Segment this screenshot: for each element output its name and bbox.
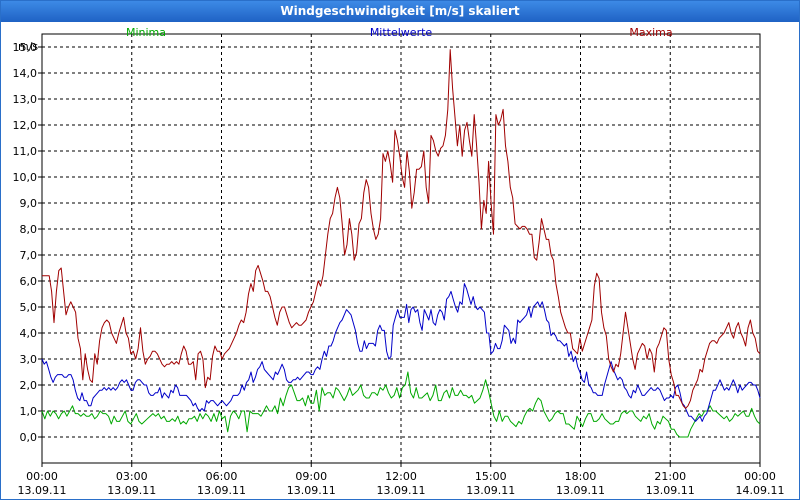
y-tick-label: 6,0 (20, 275, 38, 288)
x-tick-date: 13.09.11 (646, 484, 695, 497)
x-tick-date: 13.09.11 (287, 484, 336, 497)
x-tick-date: 13.09.11 (107, 484, 156, 497)
x-axis: 00:0013.09.1103:0013.09.1106:0013.09.110… (18, 463, 785, 497)
y-tick-label: 2,0 (20, 379, 38, 392)
y-tick-label: 11,0 (13, 145, 38, 158)
x-tick-time: 03:00 (116, 470, 148, 483)
y-tick-label: 0,0 (20, 431, 38, 444)
y-axis: 0,0 1,0 2,0 3,0 4,0 5,0 6,0 7,0 8,0 9,0 10,0 11,0 12… (13, 41, 42, 444)
x-tick-time: 21:00 (654, 470, 686, 483)
x-tick-date: 13.09.11 (556, 484, 605, 497)
y-tick-label: 3,0 (20, 353, 38, 366)
x-tick-time: 06:00 (206, 470, 238, 483)
y-tick-label: 4,0 (20, 327, 38, 340)
x-tick-time: 00:00 (744, 470, 776, 483)
window-title: Windgeschwindigkeit [m/s] skaliert (1, 1, 799, 22)
series-line-minima (41, 371, 761, 438)
x-tick-date: 14.09.11 (736, 484, 785, 497)
plot-area (41, 33, 761, 464)
x-tick-date: 13.09.11 (466, 484, 515, 497)
legend-maxima: Maxima (629, 26, 672, 39)
y-tick-label: 15,0 (13, 41, 38, 54)
series-lines (41, 49, 761, 438)
y-tick-label: 7,0 (20, 249, 38, 262)
x-tick-time: 18:00 (565, 470, 597, 483)
y-tick-label: 1,0 (20, 405, 38, 418)
y-tick-label: 9,0 (20, 197, 38, 210)
series-line-mittelwerte (41, 283, 761, 422)
x-tick-date: 13.09.11 (197, 484, 246, 497)
x-tick-time: 00:00 (26, 470, 58, 483)
x-tick-time: 12:00 (385, 470, 417, 483)
y-tick-label: 10,0 (13, 171, 38, 184)
y-tick-label: 13,0 (13, 93, 38, 106)
x-tick-time: 15:00 (475, 470, 507, 483)
wind-speed-chart: 0,0 1,0 2,0 3,0 4,0 5,0 6,0 7,0 8,0 9,0 10,0 11,0 12… (13, 26, 785, 497)
y-tick-label: 8,0 (20, 223, 38, 236)
x-tick-date: 13.09.11 (377, 484, 426, 497)
x-tick-time: 09:00 (295, 470, 327, 483)
series-line-maxima (42, 49, 761, 409)
y-tick-label: 12,0 (13, 119, 38, 132)
legend-minima: Minima (126, 26, 166, 39)
x-tick-date: 13.09.11 (18, 484, 67, 497)
y-axis-unit: m/s (18, 40, 38, 53)
legend-mittelwerte: Mittelwerte (370, 26, 433, 39)
y-tick-label: 14,0 (13, 67, 38, 80)
y-tick-label: 5,0 (20, 301, 38, 314)
